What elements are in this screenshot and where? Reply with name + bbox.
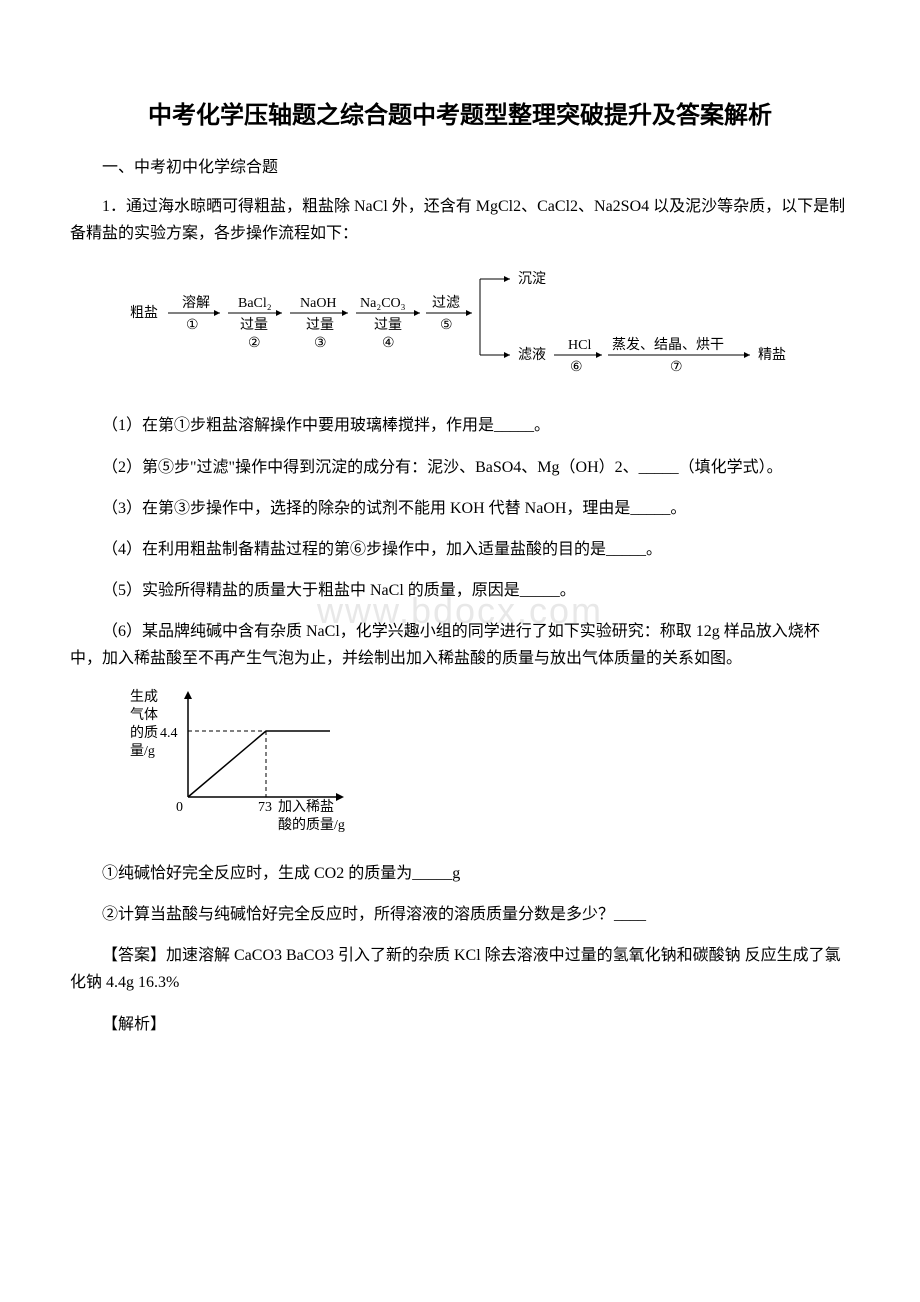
flow-step3-top: NaOH [300, 296, 337, 311]
flow-step5-top: 过滤 [432, 295, 460, 311]
flow-step7-bottom: ⑦ [670, 360, 683, 375]
chart-ylabel-2: 气体 [130, 707, 158, 723]
q1-intro: 1．通过海水晾晒可得粗盐，粗盐除 NaCl 外，还含有 MgCl2、CaCl2、… [70, 193, 850, 247]
flow-step5-bottom: ⑤ [440, 318, 453, 333]
answer: 【答案】加速溶解 CaCO3 BaCO3 引入了新的杂质 KCl 除去溶液中过量… [70, 942, 850, 996]
q1-6-2: ②计算当盐酸与纯碱恰好完全反应时，所得溶液的溶质质量分数是多少？____ [70, 901, 850, 928]
q1-2: （2）第⑤步"过滤"操作中得到沉淀的成分有：泥沙、BaSO4、Mg（OH）2、_… [70, 454, 850, 481]
flow-step4-bottom: ④ [382, 336, 395, 351]
flow-step3-bottom: ③ [314, 336, 327, 351]
q1-5: （5）实验所得精盐的质量大于粗盐中 NaCl 的质量，原因是_____。 [70, 577, 850, 604]
chart-ylabel-4: 量/g [130, 743, 155, 759]
flow-branch-bottom: 滤液 [518, 347, 546, 363]
chart-origin: 0 [176, 800, 183, 815]
flow-step2-bottom: ② [248, 336, 261, 351]
line-chart: 生成 气体 的质 量/g 4.4 0 73 加入稀盐 酸的质量/g [130, 687, 850, 846]
analysis: 【解析】 [70, 1011, 850, 1038]
section-heading: 一、中考初中化学综合题 [70, 154, 850, 181]
flow-end: 精盐 [758, 347, 786, 363]
q1-6-1: ①纯碱恰好完全反应时，生成 CO2 的质量为_____g [70, 860, 850, 887]
flow-step6-bottom: ⑥ [570, 360, 583, 375]
flow-step2-mid: 过量 [240, 317, 268, 333]
chart-xvalue: 73 [258, 800, 272, 815]
flowchart: 粗盐 溶解 ① BaCl₂ 过量 ② NaOH 过量 ③ Na₂CO₃ 过量 ④ [130, 265, 850, 394]
chart-xlabel-2: 酸的质量/g [278, 817, 345, 833]
page-title: 中考化学压轴题之综合题中考题型整理突破提升及答案解析 [70, 100, 850, 134]
chart-ylabel-1: 生成 [130, 689, 158, 705]
flow-step4-top: Na₂CO₃ [360, 296, 406, 311]
chart-xlabel-1: 加入稀盐 [278, 799, 334, 815]
q1-3: （3）在第③步操作中，选择的除杂的试剂不能用 KOH 代替 NaOH，理由是__… [70, 495, 850, 522]
flow-step1-top: 溶解 [182, 295, 210, 311]
flow-step6-top: HCl [568, 338, 591, 353]
flow-step3-mid: 过量 [306, 317, 334, 333]
flow-step7-top: 蒸发、结晶、烘干 [612, 337, 724, 353]
chart-ylabel-3: 的质 [130, 725, 158, 741]
flow-step2-top: BaCl₂ [238, 296, 272, 311]
q1-6: （6）某品牌纯碱中含有杂质 NaCl，化学兴趣小组的同学进行了如下实验研究：称取… [70, 618, 850, 672]
flow-step1-bottom: ① [186, 318, 199, 333]
q1-1: （1）在第①步粗盐溶解操作中要用玻璃棒搅拌，作用是_____。 [70, 412, 850, 439]
flow-step4-mid: 过量 [374, 317, 402, 333]
flow-branch-top: 沉淀 [518, 271, 546, 287]
q1-4: （4）在利用粗盐制备精盐过程的第⑥步操作中，加入适量盐酸的目的是_____。 [70, 536, 850, 563]
chart-yvalue: 4.4 [160, 726, 178, 741]
flow-start: 粗盐 [130, 305, 158, 321]
